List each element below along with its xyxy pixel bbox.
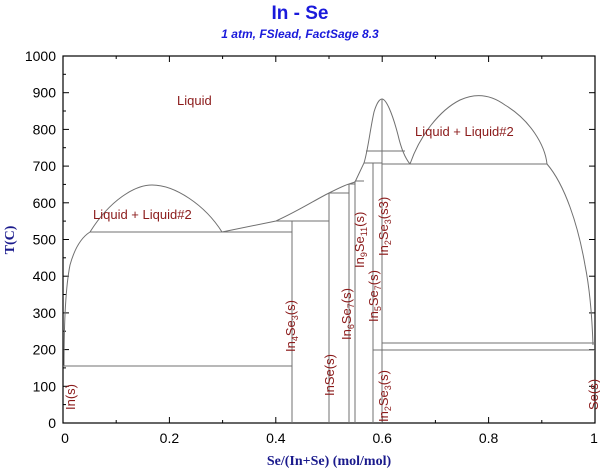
label-in5se7-s: In5Se7(s)	[366, 270, 383, 322]
chart-title: In - Se	[271, 3, 329, 24]
chart-subtitle: 1 atm, FSlead, FactSage 8.3	[221, 27, 379, 41]
label-in2se3-s: In2Se3(s)	[376, 370, 393, 422]
svg-text:0.8: 0.8	[479, 430, 499, 446]
svg-text:300: 300	[33, 305, 57, 321]
svg-text:400: 400	[33, 268, 57, 284]
svg-text:100: 100	[33, 378, 57, 394]
label-in4se3-s: In4Se3(s)	[283, 300, 300, 352]
svg-text:800: 800	[33, 121, 57, 137]
svg-text:0.6: 0.6	[372, 430, 392, 446]
svg-text:1000: 1000	[25, 48, 56, 64]
svg-text:0.4: 0.4	[266, 430, 286, 446]
svg-text:0: 0	[48, 415, 56, 431]
svg-text:700: 700	[33, 158, 57, 174]
svg-text:200: 200	[33, 342, 57, 358]
svg-text:0.2: 0.2	[160, 430, 180, 446]
label-liquid-liquid2-right: Liquid + Liquid#2	[415, 124, 514, 139]
svg-text:1: 1	[590, 430, 598, 446]
svg-text:900: 900	[33, 85, 57, 101]
label-in2se3-s3: In2Se3(s3)	[376, 197, 393, 256]
svg-text:0: 0	[61, 430, 69, 446]
y-axis-title: T(C)	[3, 225, 18, 254]
label-liquid: Liquid	[177, 93, 212, 108]
phase-boundaries	[63, 95, 595, 423]
svg-text:600: 600	[33, 195, 57, 211]
label-in6se7-s: In6Se7(s)	[339, 288, 356, 340]
label-in-s: In(s)	[63, 384, 78, 410]
label-liquid-liquid2-left: Liquid + Liquid#2	[93, 207, 192, 222]
x-tick-labels: 0 0.2 0.4 0.6 0.8 1	[61, 430, 598, 446]
label-inse-s: InSe(s)	[322, 354, 337, 396]
y-tick-labels: 0 100 200 300 400 500 600 700 800 900 10…	[25, 48, 56, 431]
svg-text:500: 500	[33, 232, 57, 248]
x-axis-title: Se/(In+Se) (mol/mol)	[267, 454, 392, 469]
y-ticks	[63, 73, 595, 424]
label-se-s: Se(s)	[586, 379, 600, 410]
label-in9se11-s: In9Se11(s)	[352, 212, 369, 268]
